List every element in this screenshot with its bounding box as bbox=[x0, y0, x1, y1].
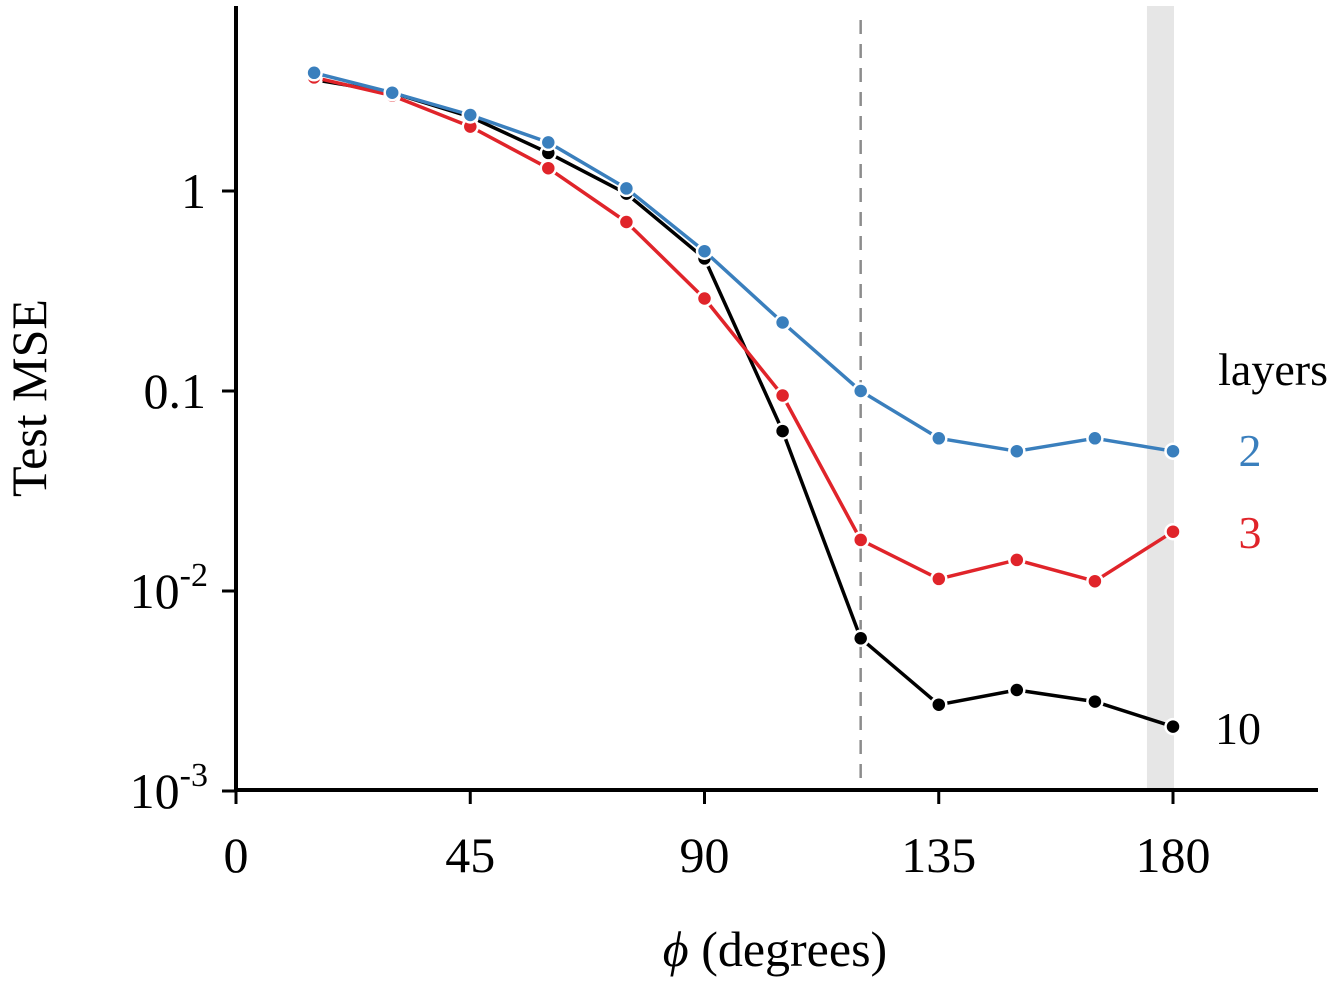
y-tick-label: 1 bbox=[181, 163, 206, 219]
labels-layer: 0 45 90 135 180 1 0.1 10-2 10-3 ϕ (degrees) Test M… bbox=[1, 163, 1328, 977]
axes-layer bbox=[222, 6, 1318, 804]
series-10-point bbox=[1164, 717, 1182, 736]
series-10-point bbox=[1086, 692, 1104, 711]
legend-title: layers bbox=[1218, 344, 1328, 395]
series-3-point bbox=[1164, 522, 1182, 541]
y-tick-label: 10-3 bbox=[130, 757, 208, 819]
series-3-point bbox=[1008, 551, 1026, 569]
x-axis-title: ϕ (degrees) bbox=[663, 921, 887, 977]
series-line-2 bbox=[313, 71, 1174, 453]
series-layer bbox=[305, 64, 1182, 736]
y-tick-label: 10-2 bbox=[130, 557, 208, 619]
x-tick-label: 45 bbox=[445, 827, 495, 883]
y-tick-label: 0.1 bbox=[144, 363, 207, 419]
series-10-point bbox=[773, 422, 792, 440]
x-tick-label: 0 bbox=[224, 827, 249, 883]
background-layer bbox=[859, 6, 1174, 790]
series-2-point bbox=[773, 313, 792, 332]
legend-entry-10: 10 bbox=[1215, 703, 1261, 754]
series-10-point bbox=[851, 629, 870, 648]
series-2-point bbox=[1086, 429, 1104, 448]
series-2-point bbox=[305, 64, 323, 82]
series-2-point bbox=[1164, 442, 1182, 460]
x-tick-label: 135 bbox=[901, 827, 976, 883]
y-axis-title: Test MSE bbox=[1, 299, 57, 497]
legend-entry-3: 3 bbox=[1239, 507, 1262, 558]
series-3-point bbox=[1086, 572, 1104, 590]
series-10-point bbox=[930, 695, 948, 714]
series-2-point bbox=[539, 133, 558, 152]
series-line-10 bbox=[313, 77, 1174, 729]
series-2-point bbox=[851, 382, 870, 400]
series-2-point bbox=[383, 83, 401, 102]
series-2-point bbox=[1008, 442, 1026, 460]
series-3-point bbox=[695, 289, 714, 308]
series-3-point bbox=[773, 386, 792, 405]
series-2-point bbox=[930, 429, 948, 448]
series-line-3 bbox=[313, 75, 1174, 583]
series-3-point bbox=[617, 213, 636, 231]
series-2-point bbox=[617, 179, 636, 198]
x-tick-label: 180 bbox=[1136, 827, 1211, 883]
series-2-point bbox=[695, 242, 714, 260]
series-3-point bbox=[851, 531, 870, 549]
shaded-region bbox=[1146, 6, 1174, 790]
series-2-point bbox=[461, 106, 480, 124]
legend-entry-2: 2 bbox=[1239, 425, 1262, 476]
series-3-point bbox=[539, 159, 558, 177]
series-10-point bbox=[1008, 681, 1026, 699]
series-3-point bbox=[930, 570, 948, 588]
x-tick-label: 90 bbox=[680, 827, 730, 883]
